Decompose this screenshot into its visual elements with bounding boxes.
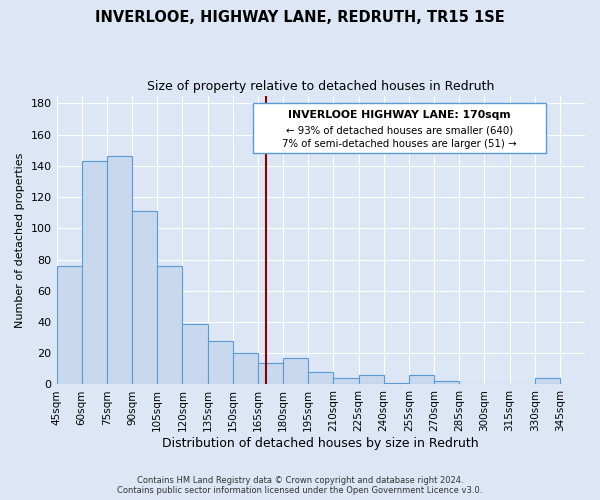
Bar [132, 211, 157, 384]
X-axis label: Distribution of detached houses by size in Redruth: Distribution of detached houses by size … [163, 437, 479, 450]
Bar [434, 382, 459, 384]
Bar [233, 353, 258, 384]
Bar [409, 375, 434, 384]
Text: INVERLOOE, HIGHWAY LANE, REDRUTH, TR15 1SE: INVERLOOE, HIGHWAY LANE, REDRUTH, TR15 1… [95, 10, 505, 25]
Bar [283, 358, 308, 384]
Title: Size of property relative to detached houses in Redruth: Size of property relative to detached ho… [147, 80, 494, 93]
Bar [182, 324, 208, 384]
FancyBboxPatch shape [253, 104, 547, 154]
Bar [157, 266, 182, 384]
Bar [258, 362, 283, 384]
Y-axis label: Number of detached properties: Number of detached properties [15, 152, 25, 328]
Bar [208, 340, 233, 384]
Bar [107, 156, 132, 384]
Bar [56, 266, 82, 384]
Bar [383, 383, 409, 384]
Text: ← 93% of detached houses are smaller (640): ← 93% of detached houses are smaller (64… [286, 125, 513, 135]
Bar [535, 378, 560, 384]
Text: 7% of semi-detached houses are larger (51) →: 7% of semi-detached houses are larger (5… [283, 140, 517, 149]
Bar [359, 375, 383, 384]
Text: INVERLOOE HIGHWAY LANE: 170sqm: INVERLOOE HIGHWAY LANE: 170sqm [289, 110, 511, 120]
Bar [334, 378, 359, 384]
Text: Contains HM Land Registry data © Crown copyright and database right 2024.
Contai: Contains HM Land Registry data © Crown c… [118, 476, 482, 495]
Bar [82, 161, 107, 384]
Bar [308, 372, 334, 384]
